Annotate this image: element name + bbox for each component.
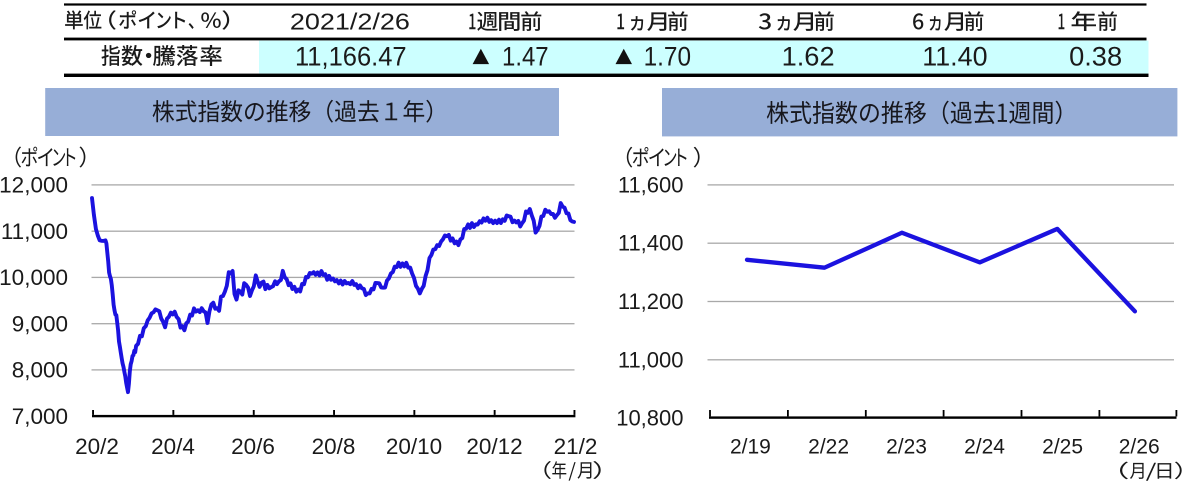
svg-text:2/24: 2/24 — [964, 436, 1005, 459]
svg-text:20/2: 20/2 — [75, 434, 119, 459]
svg-text:20/8: 20/8 — [312, 434, 356, 459]
svg-text:11,000: 11,000 — [1, 219, 68, 244]
svg-text:8,000: 8,000 — [12, 358, 68, 383]
svg-text:20/10: 20/10 — [386, 434, 442, 459]
svg-text:11,600: 11,600 — [618, 172, 684, 197]
svg-text:2/19: 2/19 — [730, 436, 771, 459]
svg-text:1.70: 1.70 — [644, 41, 691, 71]
svg-text:11.40: 11.40 — [922, 41, 987, 71]
svg-text:11,166.47: 11,166.47 — [295, 41, 407, 71]
svg-text:11,400: 11,400 — [618, 231, 684, 256]
svg-text:21/2: 21/2 — [554, 434, 598, 459]
svg-text:11,200: 11,200 — [618, 289, 684, 314]
svg-text:2/22: 2/22 — [808, 436, 849, 459]
svg-text:20/6: 20/6 — [231, 434, 275, 459]
svg-text:9,000: 9,000 — [12, 311, 68, 336]
svg-text:20/4: 20/4 — [151, 434, 195, 459]
svg-text:1.47: 1.47 — [502, 41, 549, 71]
svg-text:2/23: 2/23 — [886, 436, 927, 459]
svg-text:11,000: 11,000 — [618, 347, 684, 372]
svg-text:7,000: 7,000 — [12, 404, 68, 429]
svg-text:0.38: 0.38 — [1069, 41, 1122, 71]
svg-text:20/12: 20/12 — [466, 434, 522, 459]
svg-text:12,000: 12,000 — [0, 173, 68, 198]
svg-text:10,000: 10,000 — [0, 265, 68, 290]
svg-text:2/26: 2/26 — [1119, 436, 1160, 459]
svg-text:2021/2/26: 2021/2/26 — [290, 9, 410, 35]
svg-text:1.62: 1.62 — [782, 41, 835, 71]
svg-text:2/25: 2/25 — [1042, 436, 1083, 459]
svg-text:10,800: 10,800 — [616, 406, 683, 431]
